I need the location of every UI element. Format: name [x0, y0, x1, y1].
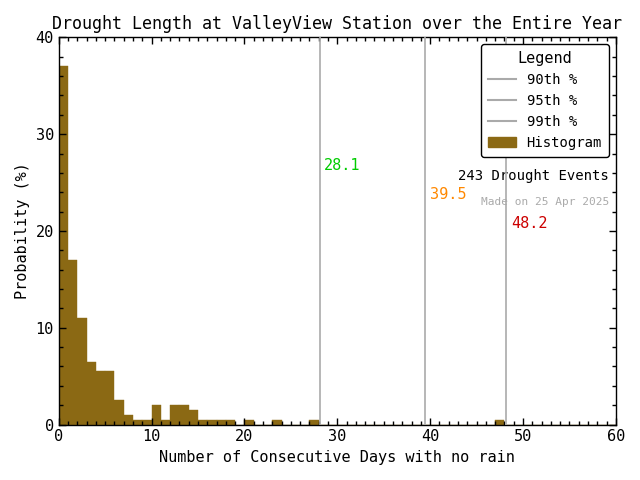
Bar [115, 400, 124, 425]
Bar [124, 415, 133, 425]
Bar [272, 420, 282, 425]
Text: 39.5: 39.5 [430, 187, 467, 203]
Bar [86, 361, 96, 425]
Bar [179, 405, 189, 425]
Bar [161, 420, 170, 425]
Bar [207, 420, 216, 425]
Legend: 90th %, 95th %, 99th %, Histogram: 90th %, 95th %, 99th %, Histogram [481, 44, 609, 157]
Text: 48.2: 48.2 [511, 216, 547, 231]
Bar [77, 318, 86, 425]
Title: Drought Length at ValleyView Station over the Entire Year: Drought Length at ValleyView Station ove… [52, 15, 622, 33]
Text: 28.1: 28.1 [324, 158, 361, 173]
Bar [189, 410, 198, 425]
Bar [142, 420, 152, 425]
Bar [59, 66, 68, 425]
Bar [226, 420, 235, 425]
X-axis label: Number of Consecutive Days with no rain: Number of Consecutive Days with no rain [159, 450, 515, 465]
Bar [68, 260, 77, 425]
Text: Made on 25 Apr 2025: Made on 25 Apr 2025 [481, 197, 609, 207]
Bar [133, 420, 142, 425]
Bar [96, 372, 105, 425]
Bar [309, 420, 319, 425]
Bar [152, 405, 161, 425]
Bar [105, 372, 115, 425]
Bar [495, 420, 504, 425]
Text: 243 Drought Events: 243 Drought Events [458, 169, 609, 183]
Bar [216, 420, 226, 425]
Y-axis label: Probability (%): Probability (%) [15, 163, 30, 300]
Bar [170, 405, 179, 425]
Bar [244, 420, 253, 425]
Bar [198, 420, 207, 425]
